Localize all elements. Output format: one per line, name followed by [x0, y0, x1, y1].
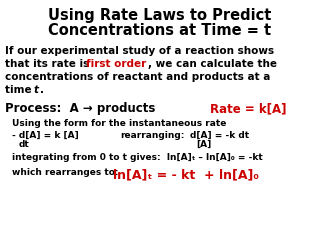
Text: Rate = k[A]: Rate = k[A] — [210, 102, 286, 115]
Text: , we can calculate the: , we can calculate the — [148, 59, 277, 69]
Text: dt: dt — [19, 140, 30, 149]
Text: If our experimental study of a reaction shows: If our experimental study of a reaction … — [5, 46, 274, 56]
Text: t: t — [34, 85, 39, 95]
Text: first order: first order — [86, 59, 146, 69]
Text: time: time — [5, 85, 35, 95]
Text: ln[A]ₜ = - kt  + ln[A]₀: ln[A]ₜ = - kt + ln[A]₀ — [113, 168, 259, 181]
Text: Process:  A → products: Process: A → products — [5, 102, 156, 115]
Text: Concentrations at Time = t: Concentrations at Time = t — [48, 23, 272, 38]
Text: .: . — [40, 85, 44, 95]
Text: d[A] = -k dt: d[A] = -k dt — [190, 131, 249, 140]
Text: integrating from 0 to t gives:  ln[A]ₜ – ln[A]₀ = -kt: integrating from 0 to t gives: ln[A]ₜ – … — [12, 153, 263, 162]
Text: rearranging:: rearranging: — [120, 131, 184, 140]
Text: concentrations of reactant and products at a: concentrations of reactant and products … — [5, 72, 270, 82]
Text: - d[A] = k [A]: - d[A] = k [A] — [12, 131, 79, 140]
Text: which rearranges to:: which rearranges to: — [12, 168, 118, 177]
Text: Using the form for the instantaneous rate: Using the form for the instantaneous rat… — [12, 119, 226, 128]
Text: that its rate is: that its rate is — [5, 59, 93, 69]
Text: Using Rate Laws to Predict: Using Rate Laws to Predict — [48, 8, 272, 23]
Text: [A]: [A] — [196, 140, 211, 149]
